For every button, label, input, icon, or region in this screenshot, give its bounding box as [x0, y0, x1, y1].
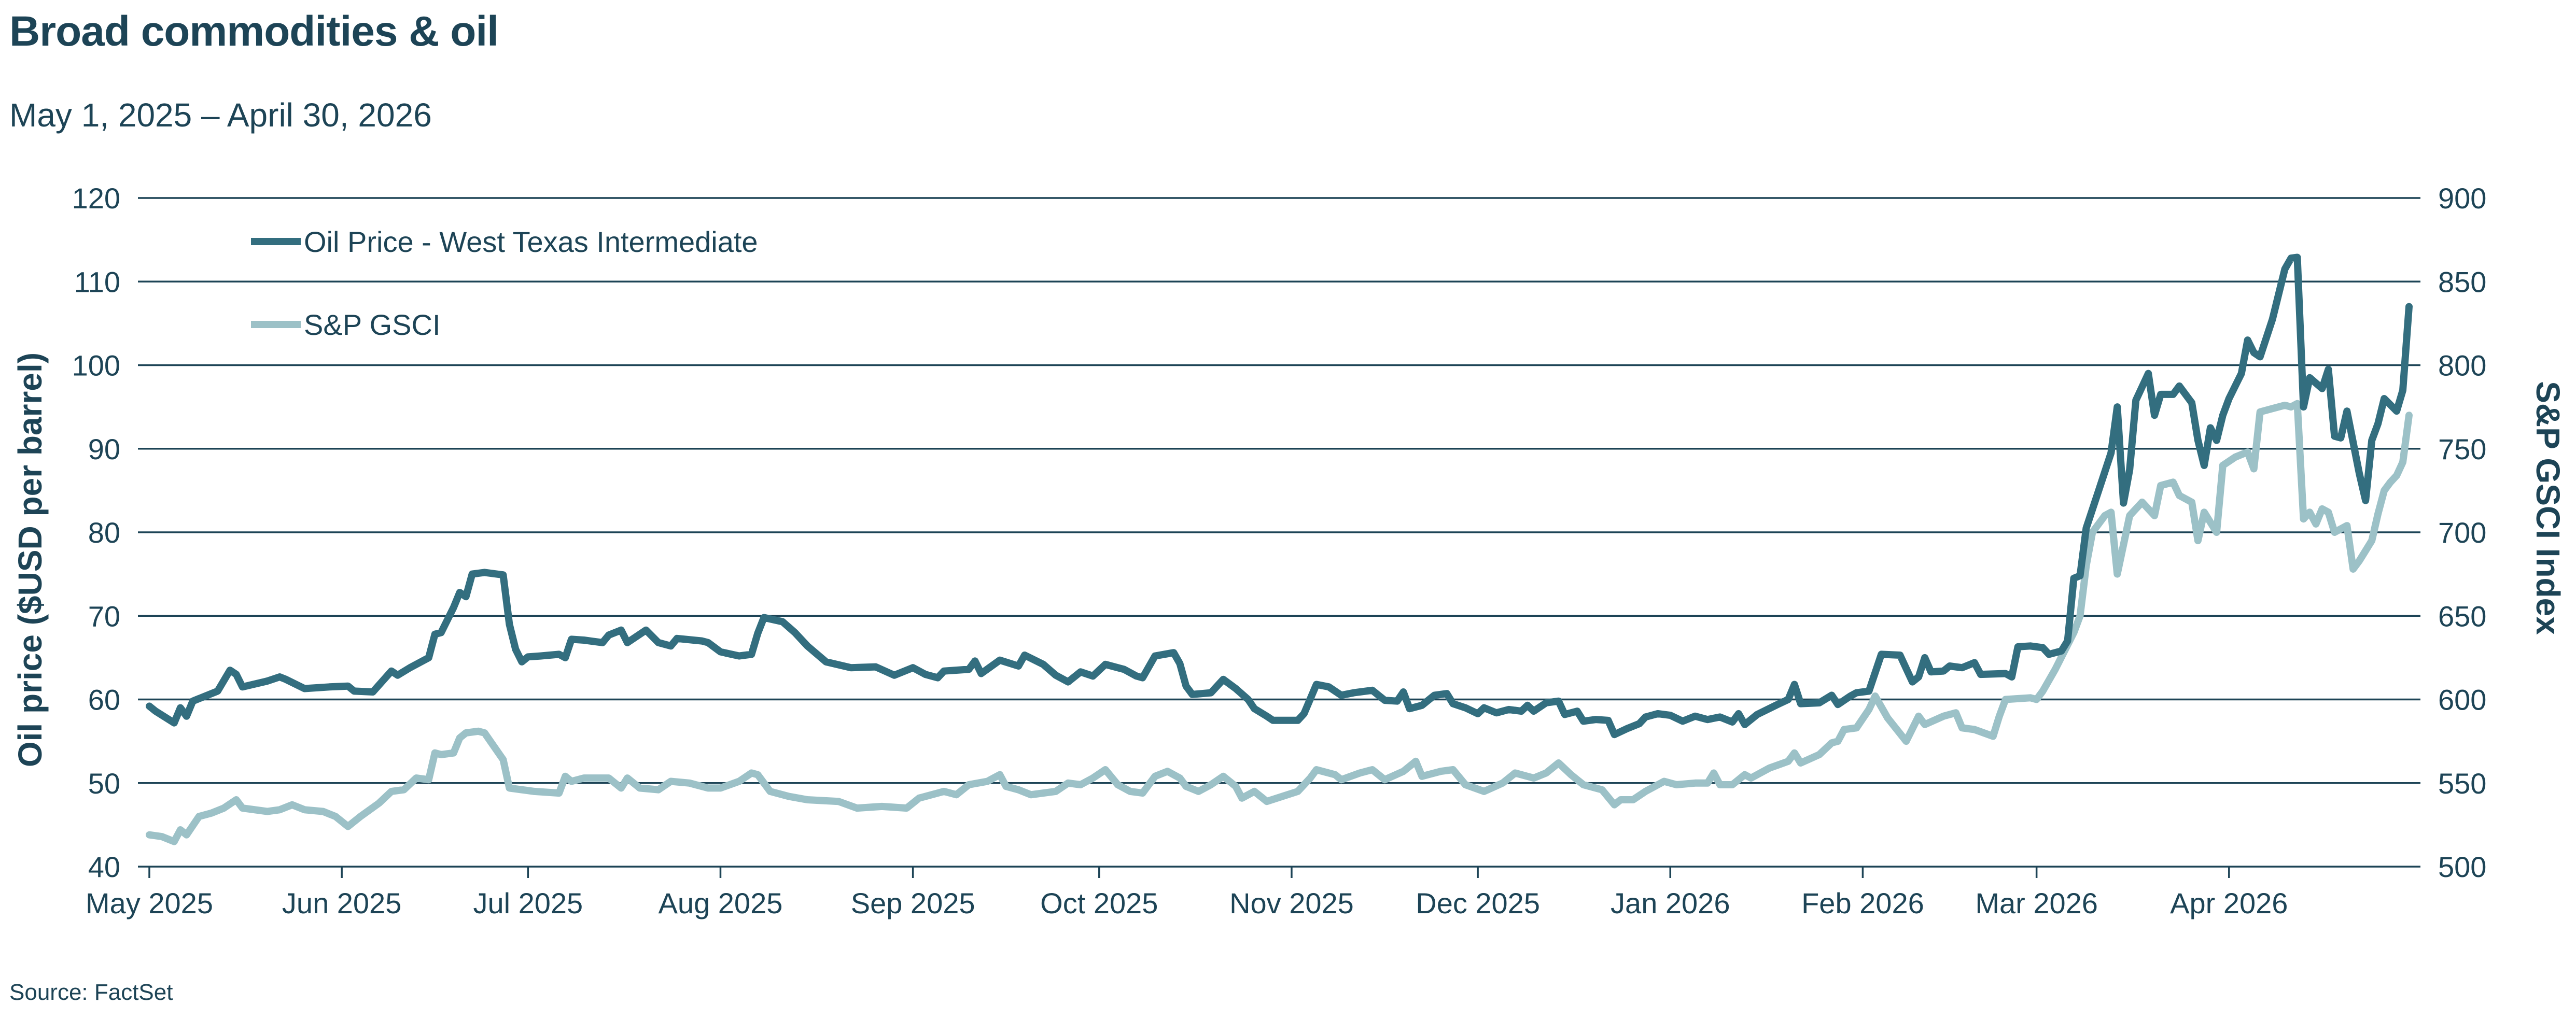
y-left-tick-label: 110: [74, 265, 120, 298]
y-right-tick-label: 650: [2438, 600, 2486, 632]
y-axis-right-title: S&P GSCI Index: [2529, 381, 2567, 635]
y-left-tick-label: 50: [88, 767, 120, 800]
chart-title: Broad commodities & oil: [9, 8, 499, 55]
y-right-tick-label: 850: [2438, 265, 2486, 298]
y-right-tick-label: 900: [2438, 182, 2486, 215]
series-line-gsci: [146, 400, 2413, 845]
x-tick-label: Mar 2026: [1975, 887, 2098, 919]
y-right-tick-label: 750: [2438, 433, 2486, 465]
gridlines: [138, 197, 2420, 878]
tick-labels: 40 500 50 550 60 600 70 650 80 700 90 750 100 800 110 8…: [72, 182, 2487, 919]
y-right-tick-label: 700: [2438, 516, 2486, 549]
series-line-wti: [146, 253, 2413, 739]
legend-label-gsci: S&P GSCI: [304, 308, 441, 341]
y-right-tick-label: 500: [2438, 851, 2486, 883]
y-right-tick-label: 800: [2438, 349, 2486, 382]
y-left-tick-label: 120: [72, 182, 120, 215]
y-right-tick-label: 600: [2438, 684, 2486, 716]
x-tick-label: Nov 2025: [1229, 887, 1354, 919]
y-axis-left-title: Oil price ($USD per barrel): [11, 352, 49, 767]
x-tick-label: Dec 2025: [1416, 887, 1540, 919]
y-left-tick-label: 60: [88, 684, 120, 716]
x-tick-label: Apr 2026: [2170, 887, 2288, 919]
y-left-tick-label: 90: [88, 433, 120, 465]
x-tick-label: May 2025: [86, 887, 213, 919]
y-left-tick-label: 40: [88, 851, 120, 883]
legend-label-wti: Oil Price - West Texas Intermediate: [304, 225, 758, 258]
x-tick-label: Jun 2025: [282, 887, 401, 919]
series-layer: [146, 253, 2413, 845]
x-tick-label: Sep 2025: [851, 887, 975, 919]
y-left-tick-label: 80: [88, 516, 120, 549]
x-tick-label: Feb 2026: [1801, 887, 1924, 919]
x-tick-label: Oct 2025: [1040, 887, 1158, 919]
y-right-tick-label: 550: [2438, 767, 2486, 800]
legend: Oil Price - West Texas Intermediate S&P …: [251, 225, 758, 341]
y-left-tick-label: 100: [72, 349, 120, 382]
x-tick-label: Aug 2025: [659, 887, 783, 919]
chart-subtitle: May 1, 2025 – April 30, 2026: [9, 96, 432, 134]
chart-source: Source: FactSet: [9, 980, 173, 1005]
y-left-tick-label: 70: [88, 600, 120, 632]
x-tick-label: Jul 2025: [473, 887, 583, 919]
x-tick-label: Jan 2026: [1611, 887, 1730, 919]
